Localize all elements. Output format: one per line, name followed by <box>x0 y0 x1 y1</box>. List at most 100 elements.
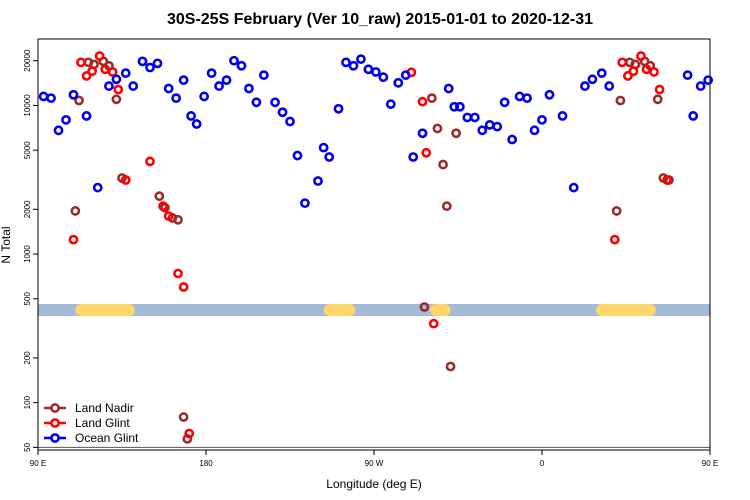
ocean-glint-point-71 <box>695 81 706 91</box>
legend-marker-ocean-glint <box>50 433 60 443</box>
land-nadir-point-17 <box>438 159 448 170</box>
ocean-glint-point-49 <box>449 101 460 112</box>
band-land-segment-1 <box>323 304 356 317</box>
ocean-glint-point-41 <box>370 67 381 77</box>
band-land-segment-0 <box>75 304 136 317</box>
ocean-glint-point-1 <box>46 93 56 104</box>
ocean-glint-point-30 <box>285 116 295 127</box>
land-nadir-point-27 <box>652 94 663 105</box>
ocean-glint-point-52 <box>469 112 480 123</box>
ocean-glint-point-0 <box>38 91 49 102</box>
land-glint-point-14 <box>184 428 195 439</box>
ocean-glint-point-62 <box>544 89 555 100</box>
ocean-glint-point-53 <box>477 125 488 136</box>
land-glint-point-25 <box>649 67 659 77</box>
land-glint-point-11 <box>163 211 174 222</box>
ocean-glint-point-55 <box>492 121 503 132</box>
ocean-glint-point-9 <box>120 68 131 79</box>
x-axis-label: Longitude (deg E) <box>326 477 421 491</box>
legend-marker-land-nadir <box>50 403 60 413</box>
y-tick-label-2: 200 <box>23 351 32 365</box>
ocean-glint-point-68 <box>604 81 615 91</box>
land-glint-point-27 <box>662 175 672 185</box>
ocean-glint-point-14 <box>163 83 174 94</box>
ocean-glint-point-54 <box>484 119 495 130</box>
land-glint-point-0 <box>68 234 79 245</box>
ocean-glint-point-44 <box>393 77 404 88</box>
land-glint-point-2 <box>81 71 92 81</box>
land-nadir-point-0 <box>70 206 81 216</box>
land-glint-point-22 <box>628 66 639 77</box>
ocean-glint-point-22 <box>221 75 232 86</box>
y-tick-label-3: 500 <box>23 292 32 306</box>
ocean-glint-point-63 <box>557 111 568 121</box>
ocean-glint-point-57 <box>507 134 518 145</box>
ocean-glint-point-69 <box>682 70 693 81</box>
y-tick-label-5: 2000 <box>23 200 32 218</box>
land-glint-point-24 <box>641 64 652 75</box>
ocean-glint-point-43 <box>385 99 396 110</box>
ocean-glint-point-5 <box>81 111 92 121</box>
y-tick-label-7: 10000 <box>23 94 32 117</box>
ocean-glint-point-66 <box>587 74 598 85</box>
ocean-glint-point-20 <box>206 68 217 79</box>
y-tick-label-0: 50 <box>23 442 32 451</box>
x-tick-label-4: 90 E <box>702 459 718 468</box>
legend-label-land-nadir: Land Nadir <box>75 401 134 415</box>
ocean-glint-point-17 <box>186 111 196 121</box>
ocean-glint-point-65 <box>580 81 590 91</box>
land-glint-point-3 <box>87 66 98 77</box>
x-tick-label-3: 0 <box>540 459 545 468</box>
land-nadir-point-19 <box>445 361 456 372</box>
band-land-segment-3 <box>596 304 656 317</box>
land-glint-point-12 <box>173 268 183 279</box>
ocean-glint-point-51 <box>462 112 473 123</box>
land-glint-point-4 <box>94 51 105 61</box>
land-nadir-point-20 <box>451 128 462 139</box>
ocean-glint-point-4 <box>68 89 79 100</box>
ocean-glint-point-3 <box>61 114 71 125</box>
ocean-glint-point-27 <box>258 70 269 81</box>
land-glint-point-19 <box>609 234 620 245</box>
ocean-glint-point-67 <box>596 68 607 79</box>
land-glint-point-26 <box>654 84 665 95</box>
ocean-glint-point-50 <box>454 101 465 112</box>
ocean-glint-point-23 <box>229 55 239 66</box>
land-nadir-point-11 <box>173 214 183 225</box>
ocean-glint-point-6 <box>92 182 103 193</box>
ocean-glint-point-70 <box>688 111 699 121</box>
ocean-glint-point-72 <box>703 75 714 86</box>
ocean-glint-point-33 <box>313 176 323 186</box>
ocean-glint-point-60 <box>529 125 540 136</box>
land-glint-point-10 <box>158 201 168 212</box>
ocean-glint-point-47 <box>417 128 428 139</box>
ocean-glint-point-26 <box>251 97 262 108</box>
land-nadir-point-15 <box>426 93 437 104</box>
land-glint-point-7 <box>113 84 124 95</box>
ocean-glint-point-21 <box>214 81 224 91</box>
land-glint-point-17 <box>421 147 432 158</box>
land-glint-point-23 <box>636 51 646 61</box>
ocean-glint-point-48 <box>443 83 454 94</box>
y-tick-label-8: 20000 <box>23 49 32 72</box>
band-ocean <box>38 304 710 317</box>
land-nadir-point-22 <box>615 95 626 106</box>
ocean-glint-point-28 <box>270 97 280 108</box>
ocean-glint-point-35 <box>324 152 335 162</box>
land-nadir-point-21 <box>611 206 622 216</box>
land-glint-point-9 <box>145 156 155 167</box>
ocean-glint-point-10 <box>128 81 139 91</box>
land-glint-point-13 <box>178 282 189 292</box>
x-tick-label-2: 90 W <box>365 459 384 468</box>
land-glint-point-16 <box>417 96 428 107</box>
land-glint-point-20 <box>617 57 628 68</box>
ocean-glint-point-40 <box>363 64 374 75</box>
ocean-glint-point-45 <box>400 70 411 81</box>
ocean-glint-point-37 <box>341 57 351 68</box>
land-nadir-point-16 <box>432 123 443 134</box>
ocean-glint-point-61 <box>537 114 547 125</box>
plot-area: 50 100 200 500 1000 2000 5000 10000 20000 90 E 180… <box>23 38 718 468</box>
